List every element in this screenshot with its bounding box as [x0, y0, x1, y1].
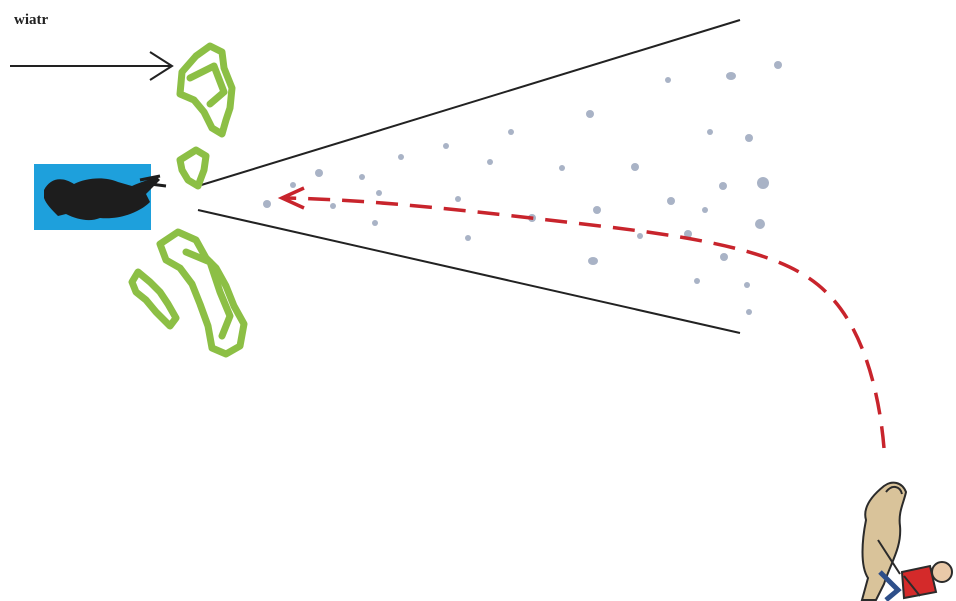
wind-direction-arrow-icon — [10, 51, 174, 81]
bush-cover-icon — [128, 42, 248, 358]
scent-particles — [263, 61, 782, 315]
wind-label: wiatr — [14, 12, 49, 28]
dog-with-handler-icon — [860, 481, 953, 601]
scent-plume-icon — [197, 19, 741, 334]
hidden-animal-in-shelter-icon — [34, 164, 167, 230]
dog-track-path — [277, 186, 886, 449]
